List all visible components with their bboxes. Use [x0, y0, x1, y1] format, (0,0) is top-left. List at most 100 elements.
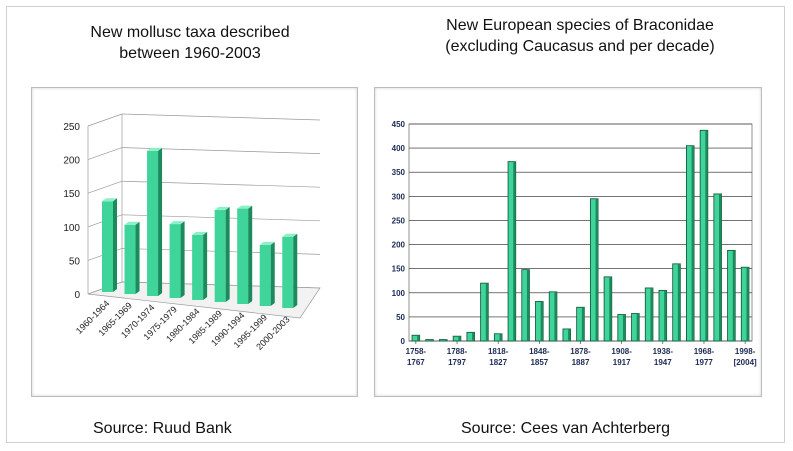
- left-bar-side: [293, 233, 298, 308]
- left-y-tick-label: 250: [63, 122, 80, 133]
- right-bar-body: [480, 282, 489, 342]
- left-bar-front: [237, 208, 249, 304]
- left-grid-slant: [87, 180, 123, 194]
- right-bar-shade: [581, 307, 585, 341]
- left-bar-side: [158, 147, 163, 296]
- left-bar-front: [169, 224, 181, 298]
- right-bar: [439, 339, 448, 342]
- right-source: Source: Cees van Achterberg: [461, 420, 671, 437]
- left-bar-side: [203, 231, 208, 300]
- right-bar: [740, 266, 750, 342]
- right-x-tick-label-line2: 1767: [407, 358, 425, 367]
- right-x-tick-label-line2: 1887: [572, 358, 590, 367]
- right-x-tick-label-line1: 1758-: [406, 347, 427, 356]
- right-y-tick-label: 0: [401, 337, 406, 346]
- right-bar-shade: [554, 291, 557, 341]
- right-bar-body: [548, 291, 558, 342]
- right-y-tick-label: 300: [392, 192, 406, 201]
- left-bar-top: [282, 233, 298, 237]
- right-y-tick-label: 450: [392, 120, 406, 129]
- right-x-tick-label-line1: 1848-: [529, 347, 550, 356]
- right-y-tick-label: 150: [392, 265, 406, 274]
- left-bar-top: [214, 206, 230, 210]
- right-bar: [644, 287, 654, 342]
- right-bar-shade: [609, 276, 612, 341]
- right-x-tick-label-line2: 1857: [530, 358, 548, 367]
- left-title-line1: New mollusc taxa described: [90, 24, 290, 41]
- right-bar: [562, 328, 572, 342]
- right-bar-body: [603, 276, 613, 342]
- left-grid-slant: [87, 113, 123, 127]
- right-plot-area: [408, 123, 753, 342]
- right-x-tick-label-line1: 1938-: [653, 347, 674, 356]
- right-bar: [686, 145, 695, 342]
- mollusc-chart: 0501001502002501960-19641965-19691970-19…: [63, 113, 321, 352]
- right-bar: [576, 306, 585, 342]
- right-x-tick-label-line2: [2004]: [734, 358, 757, 367]
- left-bar: [169, 221, 185, 298]
- right-bar-shade: [430, 339, 434, 341]
- right-x-tick-label-line1: 1908-: [611, 347, 632, 356]
- right-x-tick-label-line1: 1968-: [694, 347, 715, 356]
- right-bar: [521, 269, 530, 342]
- right-y-tick-label: 400: [392, 144, 406, 153]
- left-source: Source: Ruud Bank: [93, 420, 232, 437]
- left-grid-slant: [87, 147, 123, 160]
- right-bar-shade: [677, 263, 681, 341]
- left-chart-title: New mollusc taxa described between 1960-…: [40, 22, 340, 64]
- left-bar-side: [248, 205, 253, 304]
- right-bar-shade: [623, 314, 626, 341]
- right-bar: [411, 334, 421, 342]
- right-chart-title: New European species of Braconidae (excl…: [390, 15, 770, 57]
- right-x-tick-label-line2: 1827: [489, 358, 507, 367]
- left-bar: [237, 205, 253, 304]
- right-x-tick-label-line2: 1917: [613, 358, 631, 367]
- braconidae-chart-panel: 0 50 100 150 200 250 300 350 400 450 1758- 1767 1788…: [374, 87, 762, 397]
- right-bar: [425, 339, 434, 342]
- left-bar-top: [259, 241, 275, 245]
- left-y-tick-label: 0: [74, 290, 80, 301]
- right-y-tick-label: 100: [392, 289, 406, 298]
- left-bar-front: [147, 150, 159, 296]
- right-bar: [493, 333, 503, 342]
- right-bar-shade: [513, 161, 516, 341]
- right-title-line1: New European species of Braconidae: [446, 17, 714, 34]
- left-bar-top: [169, 221, 185, 225]
- right-bar-shade: [732, 250, 736, 341]
- right-bar: [727, 249, 736, 342]
- right-x-tick-label-line1: 1878-: [570, 347, 591, 356]
- left-bar-front: [214, 209, 226, 302]
- right-x-tick-label-line2: 1947: [654, 358, 672, 367]
- left-bar-front: [124, 224, 136, 294]
- left-y-tick-label: 150: [63, 189, 80, 200]
- right-bar-shade: [746, 267, 749, 341]
- right-bar-shade: [458, 336, 461, 341]
- right-x-tick-label-line2: 1977: [695, 358, 713, 367]
- left-bar-front: [192, 234, 204, 300]
- right-x-tick-label-line1: 1788-: [447, 347, 468, 356]
- left-bar: [259, 241, 275, 306]
- right-bar-shade: [472, 332, 475, 341]
- left-bar-top: [237, 205, 253, 209]
- right-bar: [658, 289, 668, 342]
- right-bar-body: [466, 331, 475, 342]
- left-bar: [192, 231, 208, 300]
- right-bar: [466, 331, 475, 342]
- right-y-tick-label: 50: [396, 313, 405, 322]
- left-title-line2: between 1960-2003: [119, 45, 261, 62]
- right-y-tick-label: 350: [392, 168, 406, 177]
- right-bar-shade: [691, 145, 695, 341]
- left-bar-side: [135, 221, 140, 294]
- right-bar-shade: [485, 283, 489, 341]
- right-y-tick-label: 250: [392, 216, 406, 225]
- right-bar-shade: [636, 313, 640, 341]
- right-bar-shade: [595, 198, 599, 341]
- right-x-tick-label-line2: 1797: [448, 358, 466, 367]
- right-bar-shade: [499, 333, 503, 341]
- right-x-tick-label-line1: 1818-: [488, 347, 509, 356]
- left-bar-side: [225, 206, 230, 302]
- left-bar-front: [282, 236, 294, 308]
- right-bar-body: [631, 313, 640, 342]
- left-bar: [147, 147, 163, 296]
- left-bar-front: [102, 201, 113, 292]
